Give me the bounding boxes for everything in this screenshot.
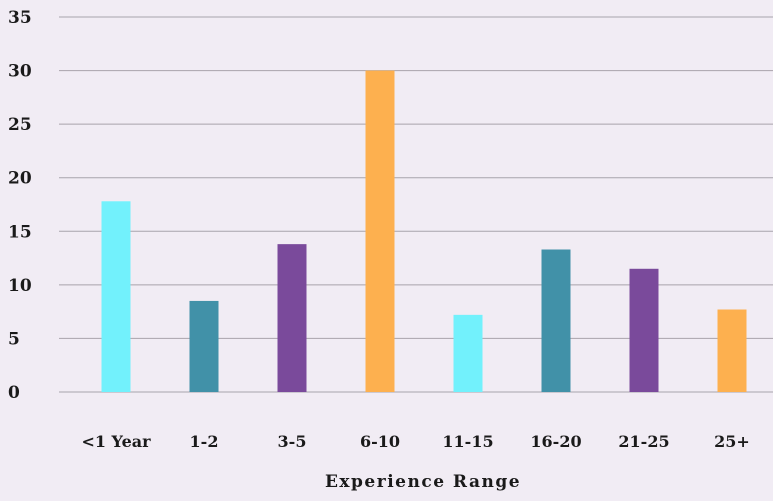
gridlines bbox=[59, 16, 773, 393]
y-tick-label: 0 bbox=[8, 383, 20, 403]
x-axis-ticks: <1 Year 1-2 3-5 6-10 11-15 16-20 21-25 25+ bbox=[81, 432, 749, 451]
bar bbox=[365, 70, 395, 393]
y-tick-label: 15 bbox=[8, 222, 32, 242]
bar bbox=[277, 244, 307, 392]
y-tick-label: 10 bbox=[8, 276, 32, 296]
x-tick-label: <1 Year bbox=[81, 432, 151, 451]
x-tick-label: 11-15 bbox=[442, 432, 493, 451]
y-axis-ticks: 0 5 10 15 20 25 30 35 bbox=[8, 8, 32, 403]
x-tick-label: 1-2 bbox=[190, 432, 219, 451]
y-tick-label: 35 bbox=[8, 8, 32, 28]
bars bbox=[101, 70, 747, 393]
y-tick-label: 25 bbox=[8, 115, 32, 135]
bar bbox=[717, 309, 747, 392]
bar bbox=[101, 201, 131, 392]
x-tick-label: 3-5 bbox=[278, 432, 307, 451]
x-tick-label: 21-25 bbox=[618, 432, 669, 451]
x-tick-label: 16-20 bbox=[530, 432, 581, 451]
y-tick-label: 5 bbox=[8, 329, 20, 349]
y-tick-label: 20 bbox=[8, 169, 32, 189]
bar bbox=[189, 300, 219, 392]
bar bbox=[541, 249, 571, 392]
y-tick-label: 30 bbox=[8, 62, 32, 82]
bar bbox=[629, 268, 659, 392]
bar bbox=[453, 314, 483, 392]
x-axis-label: Experience Range bbox=[325, 472, 521, 492]
x-tick-label: 25+ bbox=[714, 432, 750, 451]
x-tick-label: 6-10 bbox=[360, 432, 400, 451]
